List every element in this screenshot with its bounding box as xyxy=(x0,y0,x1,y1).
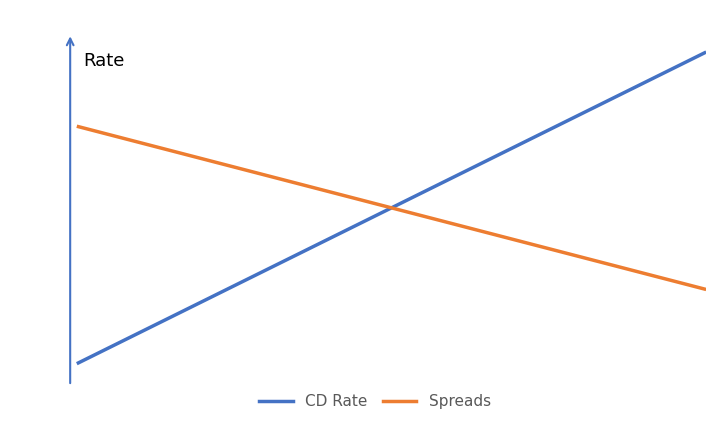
Text: Rate: Rate xyxy=(84,52,124,70)
Legend: CD Rate, Spreads: CD Rate, Spreads xyxy=(253,388,496,415)
